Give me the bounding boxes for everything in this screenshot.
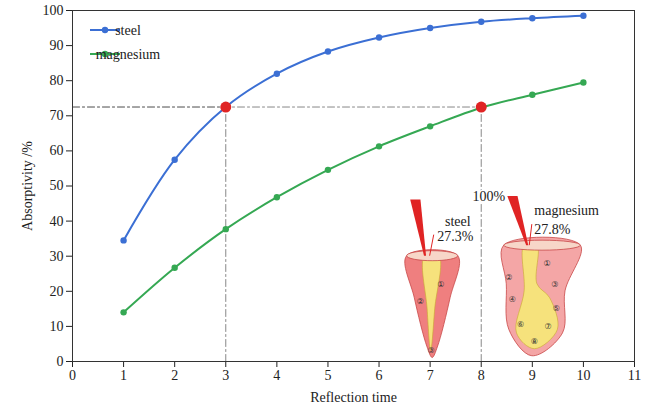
svg-text:30: 30 <box>50 249 64 264</box>
svg-text:①: ① <box>544 259 551 268</box>
svg-text:40: 40 <box>50 214 64 229</box>
svg-text:90: 90 <box>50 38 64 53</box>
svg-text:Reflection time: Reflection time <box>310 390 397 405</box>
svg-text:Absorptivity /%: Absorptivity /% <box>20 141 35 231</box>
svg-text:3: 3 <box>222 368 229 383</box>
svg-text:⑥: ⑥ <box>517 320 524 329</box>
svg-text:4: 4 <box>273 368 280 383</box>
svg-text:⑧: ⑧ <box>531 337 538 346</box>
svg-text:80: 80 <box>50 73 64 88</box>
svg-text:60: 60 <box>50 143 64 158</box>
svg-text:10: 10 <box>50 319 64 334</box>
svg-text:③: ③ <box>551 280 558 289</box>
svg-text:0: 0 <box>57 354 64 369</box>
svg-text:6: 6 <box>376 368 383 383</box>
svg-text:1: 1 <box>120 368 127 383</box>
svg-text:0: 0 <box>69 368 76 383</box>
svg-text:7: 7 <box>427 368 434 383</box>
svg-text:②: ② <box>505 273 512 282</box>
svg-text:5: 5 <box>324 368 331 383</box>
svg-text:①: ① <box>437 280 444 289</box>
svg-text:50: 50 <box>50 178 64 193</box>
svg-text:⑦: ⑦ <box>545 322 552 331</box>
svg-text:④: ④ <box>509 295 516 304</box>
svg-text:8: 8 <box>478 368 485 383</box>
svg-text:②: ② <box>417 297 424 306</box>
svg-text:steel: steel <box>115 23 141 38</box>
svg-text:27.3%: 27.3% <box>437 229 474 244</box>
svg-text:100: 100 <box>43 3 64 18</box>
svg-text:steel: steel <box>445 214 471 229</box>
svg-text:2: 2 <box>171 368 178 383</box>
svg-text:10: 10 <box>576 368 590 383</box>
svg-text:20: 20 <box>50 284 64 299</box>
svg-text:70: 70 <box>50 108 64 123</box>
svg-text:⑤: ⑤ <box>553 304 560 313</box>
svg-text:11: 11 <box>628 368 641 383</box>
svg-text:27.8%: 27.8% <box>534 222 571 237</box>
svg-text:magnesium: magnesium <box>96 47 161 62</box>
svg-text:9: 9 <box>529 368 536 383</box>
svg-text:magnesium: magnesium <box>534 203 599 218</box>
svg-text:③: ③ <box>428 346 435 355</box>
svg-text:100%: 100% <box>473 189 506 204</box>
